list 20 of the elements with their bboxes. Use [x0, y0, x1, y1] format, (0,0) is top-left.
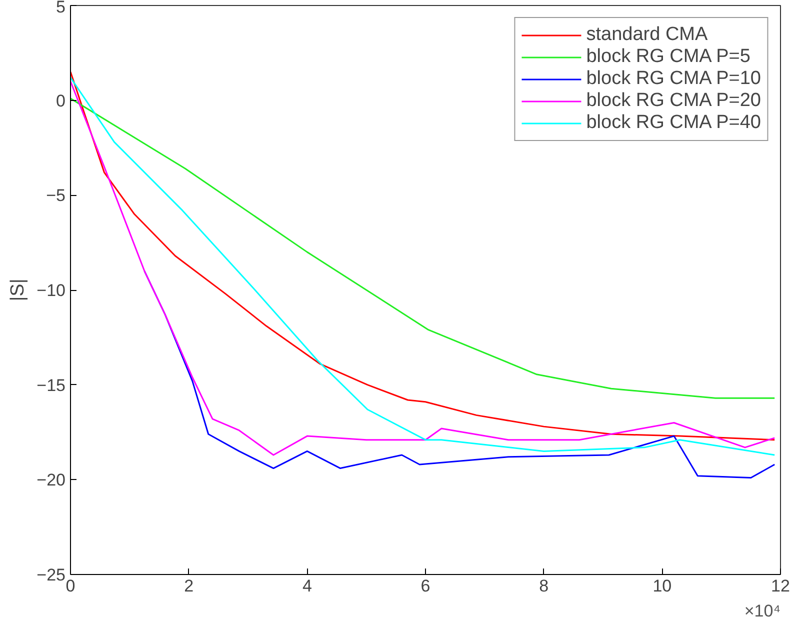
y-tick-label: 0 — [56, 91, 66, 110]
x-tick-label: 8 — [539, 576, 549, 596]
legend-label: block RG CMA P=40 — [586, 112, 761, 134]
legend-label: block RG CMA P=5 — [586, 46, 750, 68]
legend-label: block RG CMA P=20 — [586, 90, 761, 112]
x-tick-label: 12 — [771, 576, 790, 596]
y-tick-label: −15 — [36, 376, 66, 395]
x-tick-label: 10 — [652, 576, 672, 596]
y-tick-label: −5 — [46, 186, 66, 206]
text: ×10⁴ — [744, 602, 781, 620]
legend-label: block RG CMA P=10 — [586, 68, 761, 90]
y-axis-title: |S| — [8, 278, 29, 302]
y-tick-label: −20 — [36, 470, 66, 490]
x-tick-label: 2 — [184, 576, 194, 596]
y-tick-label: −10 — [36, 281, 66, 300]
x-tick-label: 6 — [420, 576, 430, 596]
y-tick-label: −25 — [36, 566, 66, 584]
y-tick-label: 5 — [56, 0, 66, 16]
x-tick-label: 4 — [302, 576, 312, 596]
legend-label: standard CMA — [586, 24, 708, 46]
